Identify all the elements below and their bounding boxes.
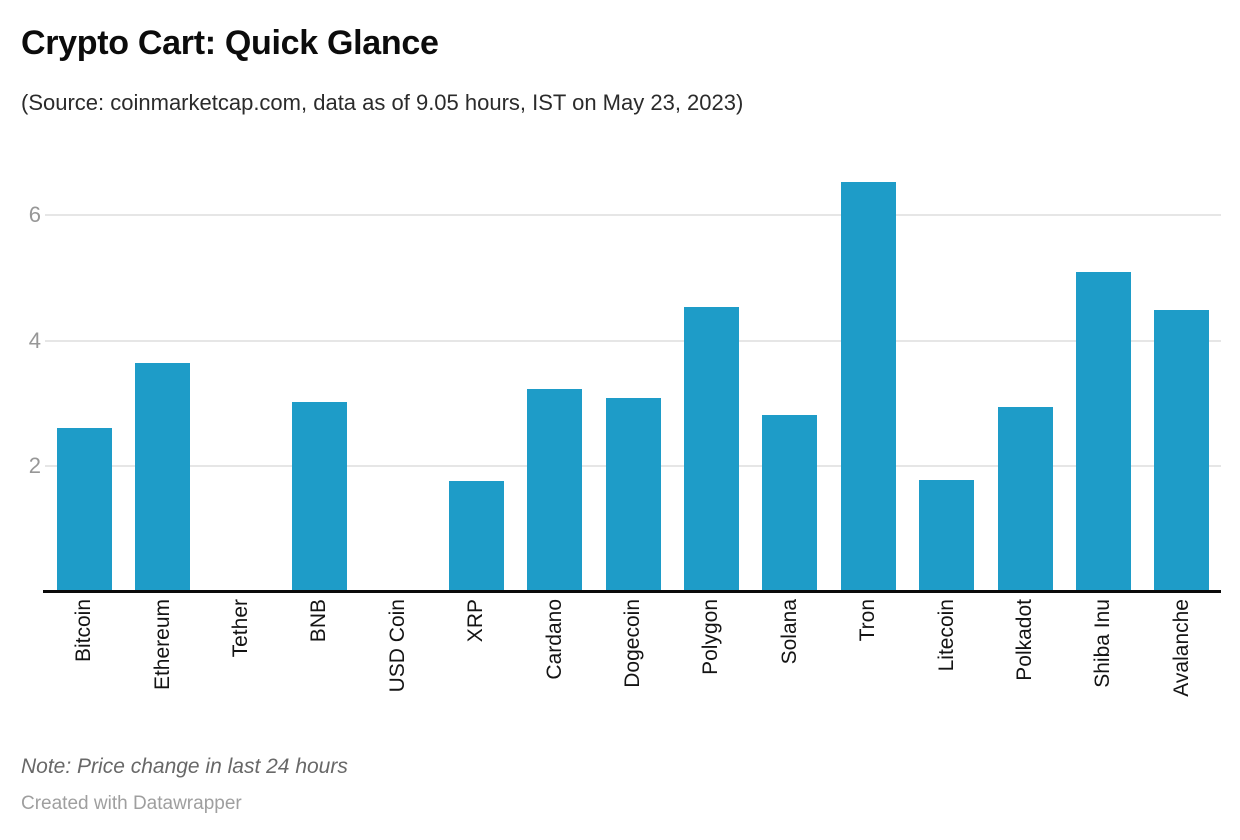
gridline-y-6 bbox=[45, 213, 1221, 216]
bar-bnb[interactable] bbox=[291, 402, 347, 592]
y-axis-tick-labels: 2 4 6 bbox=[8, 152, 41, 592]
chart-title: Crypto Cart: Quick Glance bbox=[21, 24, 439, 62]
chart-subtitle: (Source: coinmarketcap.com, data as of 9… bbox=[21, 90, 744, 115]
bar-cardano[interactable] bbox=[527, 388, 583, 592]
x-label-slot-usd-coin: USD Coin bbox=[359, 599, 437, 749]
x-label-avalanche: Avalanche bbox=[1169, 599, 1193, 697]
bar-slot-avalanche bbox=[1143, 152, 1221, 592]
x-label-solana: Solana bbox=[777, 599, 801, 665]
bar-dogecoin[interactable] bbox=[605, 397, 661, 592]
y-tick-label-4: 4 bbox=[28, 327, 41, 353]
x-label-slot-bnb: BNB bbox=[280, 599, 358, 749]
bar-slot-bitcoin bbox=[45, 152, 123, 592]
bar-litecoin[interactable] bbox=[919, 480, 975, 592]
x-label-ethereum: Ethereum bbox=[150, 599, 174, 691]
x-label-slot-ethereum: Ethereum bbox=[123, 599, 201, 749]
y-tick-label-6: 6 bbox=[28, 201, 41, 227]
chart-note: Note: Price change in last 24 hours bbox=[21, 755, 348, 778]
x-label-polygon: Polygon bbox=[699, 599, 723, 675]
bar-slot-litecoin bbox=[907, 152, 985, 592]
bar-tron[interactable] bbox=[840, 182, 896, 592]
x-label-shiba-inu: Shiba Inu bbox=[1091, 599, 1115, 688]
x-label-slot-dogecoin: Dogecoin bbox=[594, 599, 672, 749]
x-label-slot-shiba-inu: Shiba Inu bbox=[1064, 599, 1142, 749]
x-axis-baseline bbox=[43, 590, 1221, 593]
x-label-litecoin: Litecoin bbox=[934, 599, 958, 672]
x-label-slot-cardano: Cardano bbox=[515, 599, 593, 749]
x-label-slot-polygon: Polygon bbox=[672, 599, 750, 749]
bar-polkadot[interactable] bbox=[997, 406, 1053, 592]
x-label-bitcoin: Bitcoin bbox=[72, 599, 96, 663]
x-label-dogecoin: Dogecoin bbox=[621, 599, 645, 688]
x-label-cardano: Cardano bbox=[542, 599, 566, 680]
bar-polygon[interactable] bbox=[683, 307, 739, 592]
x-label-xrp: XRP bbox=[464, 599, 488, 643]
bar-slot-polygon bbox=[672, 152, 750, 592]
gridline-y-4 bbox=[45, 339, 1221, 342]
x-label-slot-solana: Solana bbox=[751, 599, 829, 749]
x-label-slot-tron: Tron bbox=[829, 599, 907, 749]
bars-layer bbox=[45, 152, 1221, 592]
x-label-slot-bitcoin: Bitcoin bbox=[45, 599, 123, 749]
bar-slot-tron bbox=[829, 152, 907, 592]
bar-slot-dogecoin bbox=[594, 152, 672, 592]
y-tick-label-2: 2 bbox=[28, 453, 41, 479]
bar-slot-bnb bbox=[280, 152, 358, 592]
x-label-slot-tether: Tether bbox=[202, 599, 280, 749]
bar-slot-solana bbox=[751, 152, 829, 592]
bar-xrp[interactable] bbox=[448, 480, 504, 592]
x-axis-category-labels: Bitcoin Ethereum Tether BNB USD Coin XRP Carda… bbox=[45, 599, 1221, 749]
plot-area bbox=[45, 152, 1221, 592]
bar-ethereum[interactable] bbox=[135, 363, 191, 592]
bar-solana[interactable] bbox=[762, 414, 818, 592]
bar-slot-tether bbox=[202, 152, 280, 592]
bar-slot-cardano bbox=[515, 152, 593, 592]
x-label-bnb: BNB bbox=[307, 599, 331, 643]
bar-avalanche[interactable] bbox=[1154, 309, 1210, 592]
x-label-slot-xrp: XRP bbox=[437, 599, 515, 749]
x-label-slot-litecoin: Litecoin bbox=[907, 599, 985, 749]
bar-slot-ethereum bbox=[123, 152, 201, 592]
x-label-slot-avalanche: Avalanche bbox=[1143, 599, 1221, 749]
bar-slot-shiba-inu bbox=[1064, 152, 1142, 592]
x-label-tether: Tether bbox=[229, 599, 253, 658]
x-label-polkadot: Polkadot bbox=[1013, 599, 1037, 681]
bar-bitcoin[interactable] bbox=[56, 427, 112, 592]
x-label-tron: Tron bbox=[856, 599, 880, 642]
x-label-usd-coin: USD Coin bbox=[385, 599, 409, 693]
x-label-slot-polkadot: Polkadot bbox=[986, 599, 1064, 749]
bar-slot-xrp bbox=[437, 152, 515, 592]
bar-slot-usd-coin bbox=[359, 152, 437, 592]
bar-shiba-inu[interactable] bbox=[1075, 272, 1131, 592]
bar-slot-polkadot bbox=[986, 152, 1064, 592]
datawrapper-attribution[interactable]: Created with Datawrapper bbox=[21, 793, 242, 814]
